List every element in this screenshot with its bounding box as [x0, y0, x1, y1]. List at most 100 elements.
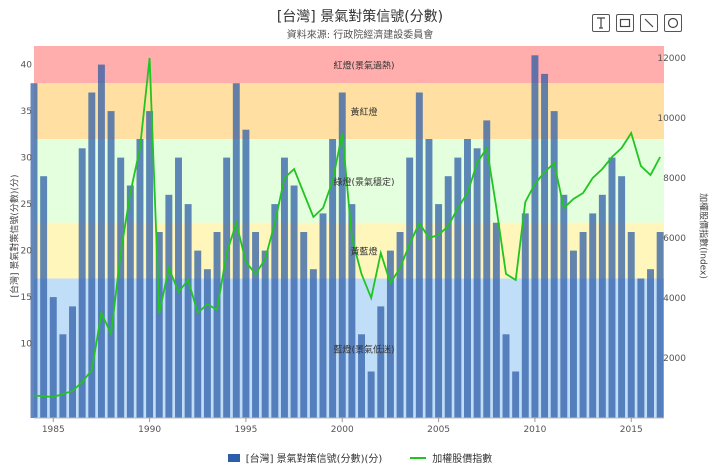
score-bar — [464, 139, 471, 418]
score-bar — [483, 120, 491, 419]
score-bar — [309, 269, 317, 418]
left-tick-label: 25 — [21, 200, 32, 210]
score-bar — [579, 232, 587, 418]
line-tool-button[interactable] — [640, 14, 658, 32]
score-bar — [589, 213, 597, 418]
score-bar — [406, 157, 414, 418]
circle-icon — [667, 17, 679, 29]
score-bar — [560, 194, 568, 418]
score-bar — [88, 92, 96, 418]
score-bar — [348, 204, 356, 418]
y-axis-left: 10 15 20 25 30 35 40 — [21, 61, 33, 350]
score-bar — [367, 371, 375, 418]
band-label-4: 藍燈(景氣低迷) — [333, 343, 394, 355]
right-tick-label: 4000 — [663, 294, 686, 304]
score-bar — [165, 194, 173, 418]
diagonal-line-icon — [644, 18, 654, 28]
legend-item-bars[interactable]: [台灣] 景氣對策信號(分數)(分) — [227, 450, 383, 465]
left-axis-label: [台灣] 景氣對策信號(分數)(分) — [10, 174, 21, 298]
score-bar — [415, 92, 423, 418]
left-tick-label: 20 — [21, 247, 33, 257]
score-bar — [30, 83, 38, 418]
score-bar — [107, 111, 115, 418]
score-bar — [184, 204, 192, 418]
score-bar — [521, 213, 529, 418]
chart-subtitle: 資料來源: 行政院經濟建設委員會 — [286, 30, 434, 41]
score-bar — [329, 139, 337, 418]
x-tick-label: 2005 — [427, 425, 450, 435]
y-axis-right: 2000 4000 6000 8000 10000 12000 — [657, 54, 686, 364]
score-bar — [386, 250, 394, 418]
score-bar — [473, 148, 481, 419]
score-bars — [30, 55, 664, 419]
right-tick-label: 10000 — [657, 114, 686, 124]
x-tick-label: 1995 — [234, 425, 257, 435]
left-tick-label: 40 — [21, 61, 33, 71]
score-bar — [261, 250, 269, 418]
score-bar — [203, 269, 211, 418]
score-bar — [271, 204, 279, 418]
score-bar — [117, 157, 125, 418]
score-bar — [40, 176, 48, 418]
right-tick-label: 6000 — [663, 234, 686, 244]
score-bar — [647, 269, 654, 418]
score-bar — [252, 232, 260, 418]
score-bar — [425, 139, 433, 418]
score-bar — [242, 129, 250, 418]
score-bar — [126, 185, 134, 418]
line-swatch — [410, 456, 427, 459]
score-bar — [97, 64, 105, 418]
score-bar — [618, 176, 626, 418]
index-line — [33, 57, 661, 398]
text-tool-button[interactable] — [592, 14, 610, 32]
score-bar — [358, 334, 365, 418]
score-bar — [637, 278, 645, 418]
circle-tool-button[interactable] — [664, 14, 682, 32]
rectangle-tool-button[interactable] — [616, 14, 634, 32]
score-bar — [49, 297, 57, 418]
text-cursor-icon — [597, 17, 605, 29]
score-bar — [550, 111, 558, 418]
score-bar — [492, 222, 500, 418]
left-tick-label: 30 — [21, 154, 33, 164]
score-bar — [569, 250, 577, 418]
score-bar — [232, 83, 240, 418]
score-bar — [338, 92, 346, 418]
x-tick-label: 1985 — [42, 425, 65, 435]
score-bar — [598, 194, 606, 418]
score-bar — [69, 306, 76, 418]
x-tick-label: 2000 — [331, 425, 354, 435]
band-label-0: 紅燈(景氣過熱) — [333, 60, 394, 72]
legend-bar-label: [台灣] 景氣對策信號(分數)(分) — [245, 454, 383, 465]
band-1 — [34, 83, 664, 139]
x-axis: 1985 1990 1995 2000 2005 2010 2015 — [34, 417, 664, 435]
score-bar — [223, 157, 231, 418]
score-bar — [194, 250, 202, 418]
score-bar — [146, 111, 154, 418]
right-axis-label: 加權股價指數(Index) — [697, 193, 708, 279]
score-bar — [512, 371, 520, 418]
score-bar — [454, 157, 462, 418]
legend: [台灣] 景氣對策信號(分數)(分) 加權股價指數 — [0, 450, 720, 465]
band-label-3: 黃藍燈 — [350, 246, 377, 258]
score-bar — [396, 232, 404, 418]
score-bar — [213, 232, 221, 418]
legend-item-line[interactable]: 加權股價指數 — [410, 450, 492, 465]
score-bar — [280, 157, 288, 418]
x-tick-label: 2015 — [620, 425, 643, 435]
score-bar — [290, 185, 298, 418]
right-tick-label: 2000 — [663, 354, 686, 364]
score-bar — [541, 73, 549, 419]
band-label-2: 綠燈(景氣穩定) — [333, 176, 394, 188]
score-bar — [531, 55, 539, 419]
score-bar — [444, 176, 452, 418]
score-bar — [608, 157, 616, 418]
band-label-1: 黃紅燈 — [350, 106, 377, 118]
index-line-path — [33, 57, 661, 398]
drawing-toolbar — [592, 14, 682, 32]
score-bar — [300, 232, 308, 418]
left-tick-label: 35 — [21, 107, 32, 117]
score-bar — [78, 148, 86, 419]
